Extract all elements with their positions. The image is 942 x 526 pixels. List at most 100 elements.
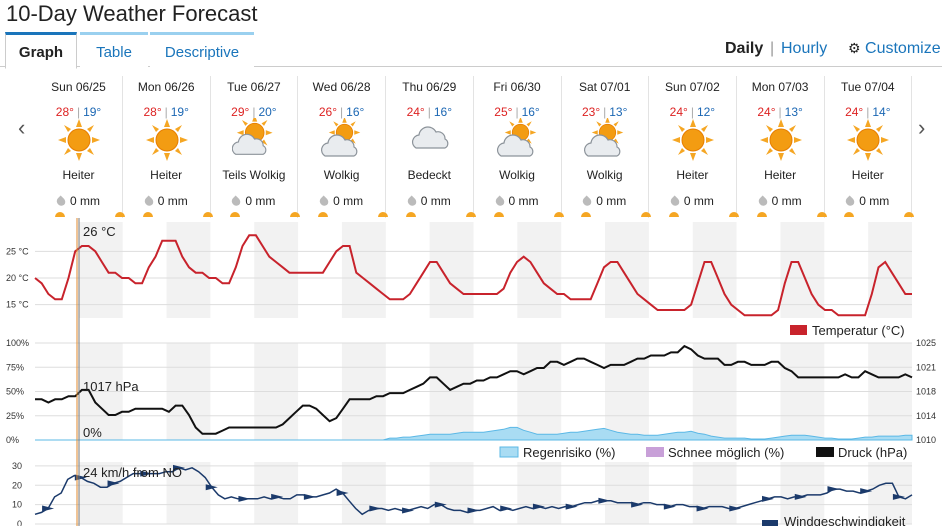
wind-arrow — [369, 505, 382, 512]
night-band — [254, 222, 299, 318]
next-arrow-icon[interactable]: › — [918, 115, 926, 140]
day-column[interactable]: Sat 07/01 23° | 13° Wolkig 0 mm — [561, 76, 652, 218]
precip-row: 0 mm — [386, 194, 473, 208]
temp-separator: | — [252, 105, 256, 119]
legend-swatch-snow — [646, 447, 664, 457]
wind-arrow — [107, 480, 120, 487]
precip-amount: 0 mm — [333, 194, 364, 208]
night-band — [780, 462, 825, 524]
day-column[interactable]: Wed 06/28 26° | 16° Wolkig 0 mm — [298, 76, 389, 218]
wind-arrow — [238, 495, 251, 502]
day-column[interactable]: Sun 07/02 24° | 12° Heiter 0 mm — [649, 76, 739, 218]
tab-descriptive[interactable]: Descriptive — [150, 32, 254, 67]
day-name: Tue 06/27 — [227, 80, 281, 94]
right-tick-label: 1014 — [916, 411, 936, 421]
mostly-cloudy-icon — [583, 116, 627, 162]
wind-arrow — [598, 497, 611, 504]
y-tick-label: 0 — [17, 519, 22, 526]
customize-label: Customize — [865, 40, 941, 57]
night-band — [341, 222, 386, 318]
wind-arrow — [729, 505, 742, 512]
day-column[interactable]: Sun 06/25 28° | 19° Heiter 0 mm — [35, 76, 125, 218]
right-tick-label: 1025 — [916, 338, 936, 348]
day-column[interactable]: Tue 07/04 24° | 14° Heiter 0 mm — [824, 76, 915, 218]
y-tick-label: 15 °C — [6, 300, 29, 310]
temperature-line — [34, 234, 912, 317]
legend-rain: Regenrisiko (%) — [523, 445, 615, 460]
day-name: Sun 07/02 — [665, 80, 720, 94]
night-band — [254, 462, 299, 524]
sun-dot-icon — [728, 212, 739, 217]
day-column[interactable]: Thu 06/29 24° | 16° Bedeckt 0 mm — [386, 76, 476, 218]
raindrop-icon — [405, 195, 418, 208]
wind-arrow — [434, 501, 447, 508]
day-temps: 24° | 12° — [649, 105, 736, 119]
prev-arrow-icon[interactable]: ‹ — [18, 115, 26, 140]
night-band — [429, 222, 474, 318]
raindrop-icon — [493, 195, 506, 208]
precip-row: 0 mm — [474, 194, 561, 208]
raindrop-icon — [318, 195, 331, 208]
legend-swatch-pressure — [816, 447, 834, 457]
precip-row: 0 mm — [298, 194, 385, 208]
day-column[interactable]: Mon 07/03 24° | 13° Heiter 0 mm — [737, 76, 827, 218]
legend-swatch-temp — [790, 325, 807, 335]
precip-amount: 0 mm — [420, 194, 451, 208]
wind-arrow — [794, 493, 807, 500]
precip-row: 0 mm — [210, 194, 297, 208]
day-name: Sat 07/01 — [579, 80, 631, 94]
sun-icon — [145, 118, 189, 162]
hourly-toggle[interactable]: Hourly — [781, 40, 828, 57]
daily-toggle[interactable]: Daily — [725, 40, 764, 57]
condition-label: Wolkig — [323, 168, 360, 182]
day-column[interactable]: Mon 06/26 28° | 19° Heiter 0 mm — [123, 76, 213, 218]
sun-dot-icon — [115, 212, 125, 217]
legend-swatch-rain — [499, 446, 519, 458]
sun-dot-icon — [904, 212, 915, 217]
precip-amount: 0 mm — [70, 194, 100, 208]
day-temps: 29° | 20° — [210, 105, 297, 119]
wind-arrow — [696, 505, 709, 512]
sun-dot-icon — [230, 212, 241, 217]
temp-separator: | — [603, 105, 607, 119]
night-band — [692, 462, 737, 524]
low-temp: 12° — [696, 105, 716, 119]
high-temp: 23° — [581, 105, 601, 119]
sun-dot-icon — [493, 212, 504, 217]
precip-row: 0 mm — [737, 194, 824, 208]
temp-separator: | — [866, 105, 870, 119]
condition-label: Teils Wolkig — [222, 168, 286, 182]
precip-amount: 0 mm — [771, 194, 802, 208]
high-temp: 24° — [845, 105, 864, 119]
condition-label: Heiter — [851, 168, 884, 182]
precip-row: 0 mm — [35, 194, 122, 208]
wind-arrow — [402, 507, 415, 514]
legend-swatch-wind — [762, 520, 778, 526]
wind-arrow — [663, 503, 676, 510]
condition-label: Bedeckt — [407, 168, 451, 182]
low-temp: 14° — [872, 105, 891, 119]
low-temp: 16° — [433, 105, 453, 119]
sun-dot-icon — [318, 212, 329, 217]
page-title: 10-Day Weather Forecast — [6, 1, 258, 26]
low-temp: 20° — [258, 105, 277, 119]
y-tick-label: 20 °C — [6, 273, 29, 283]
night-band — [868, 462, 912, 524]
tab-table[interactable]: Table — [80, 32, 148, 67]
sun-dot-icon — [668, 212, 679, 217]
night-band — [605, 222, 649, 318]
customize-link[interactable]: ⚙ Customize — [848, 40, 941, 58]
wind-arrow — [762, 495, 775, 502]
day-name: Thu 06/29 — [402, 80, 457, 94]
raindrop-icon — [230, 195, 243, 208]
high-temp: 25° — [494, 105, 513, 119]
temp-separator: | — [164, 105, 168, 119]
precip-amount: 0 mm — [245, 194, 276, 208]
tab-graph[interactable]: Graph — [5, 32, 77, 69]
wind-arrow — [140, 470, 153, 477]
day-column[interactable]: Fri 06/30 25° | 16° Wolkig 0 mm — [474, 76, 564, 218]
wind-arrow — [42, 505, 55, 512]
temp-separator: | — [76, 105, 81, 119]
day-column[interactable]: Tue 06/27 29° | 20° Teils Wolkig 0 mm — [210, 76, 301, 218]
legend-wind: Windgeschwindigkeit — [784, 514, 906, 526]
